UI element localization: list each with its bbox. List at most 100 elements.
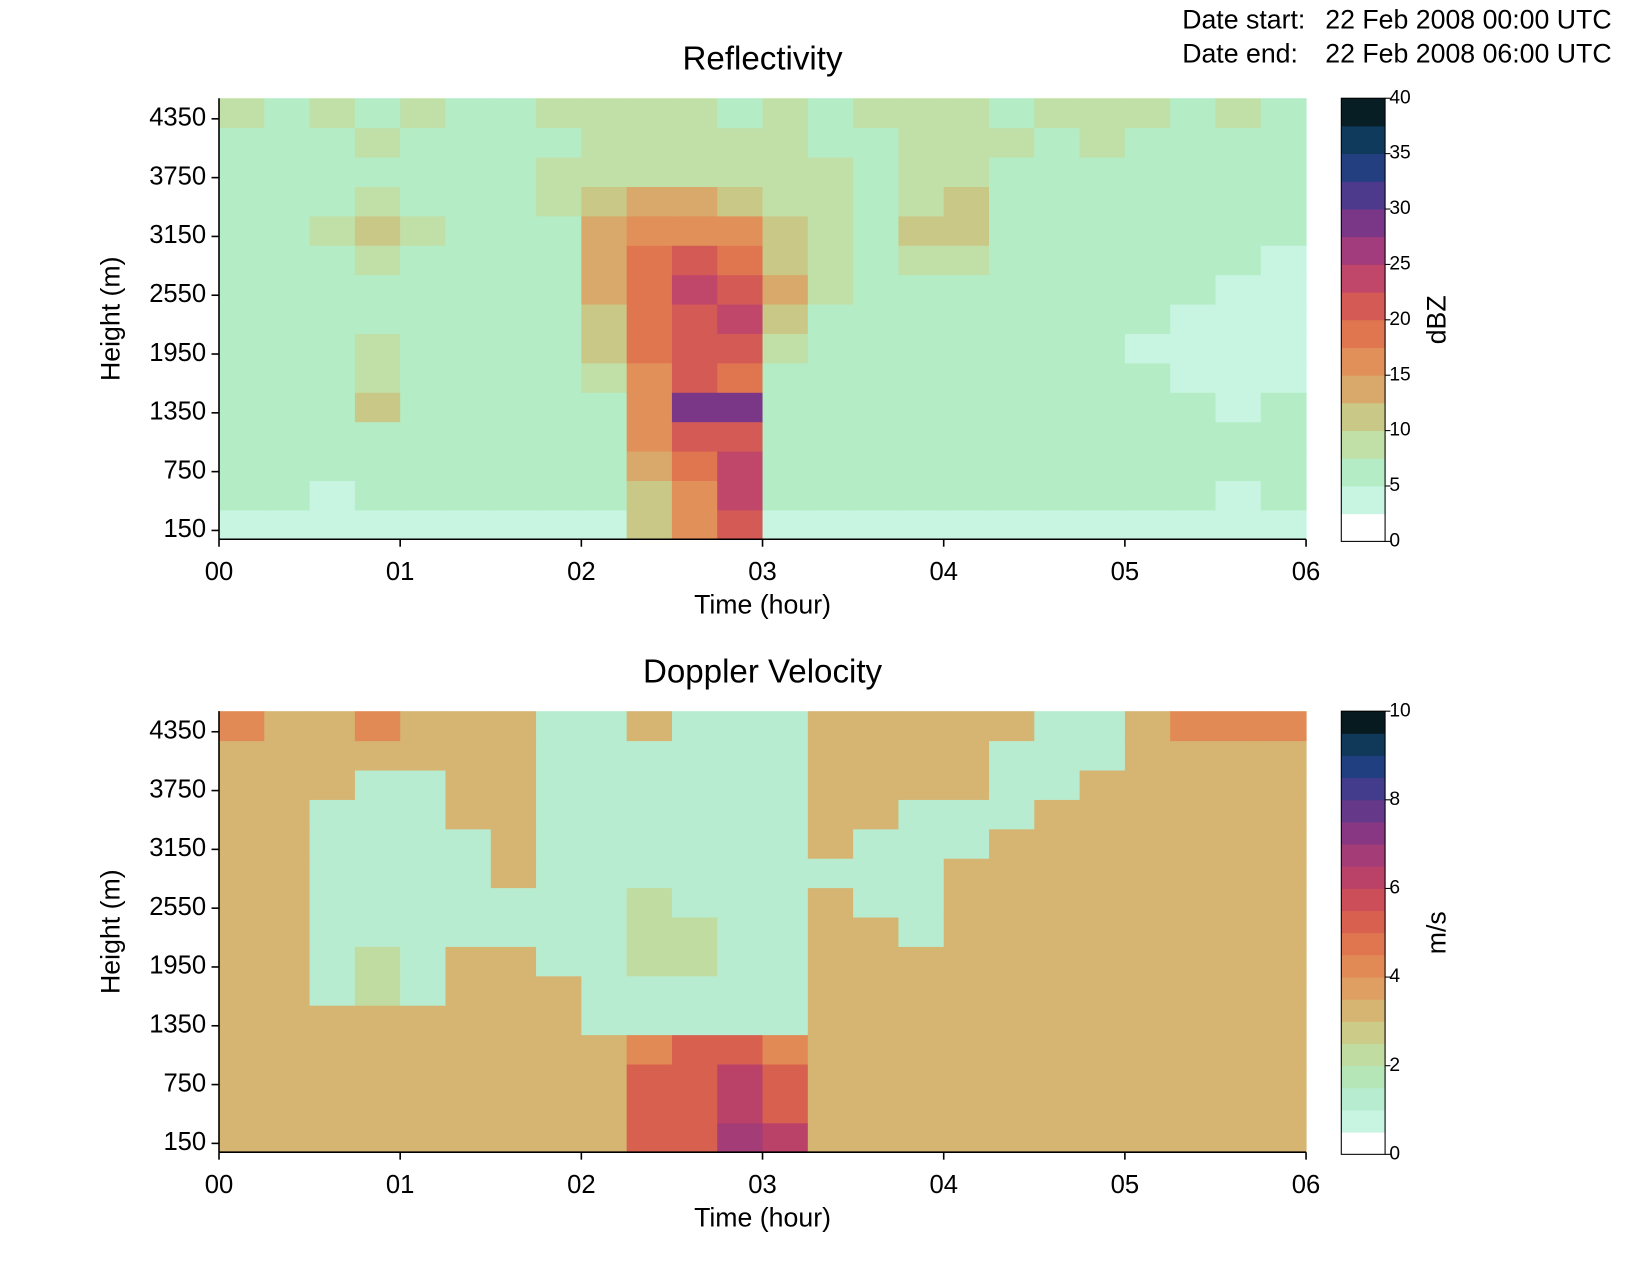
heat-cell bbox=[219, 799, 265, 830]
heat-cell bbox=[309, 186, 356, 217]
heat-cell bbox=[989, 421, 1035, 452]
heat-cell bbox=[943, 451, 990, 481]
heat-cell bbox=[1124, 1093, 1171, 1124]
heat-cell bbox=[762, 215, 809, 246]
y-axis-label: Height (m) bbox=[95, 256, 125, 381]
heat-cell bbox=[1215, 362, 1262, 393]
heat-cell bbox=[354, 1034, 401, 1065]
heat-cell bbox=[989, 186, 1035, 217]
heat-cell bbox=[1034, 480, 1081, 511]
heat-cell bbox=[309, 769, 356, 800]
heat-cell bbox=[898, 362, 945, 393]
heat-cell bbox=[354, 740, 401, 771]
heat-cell bbox=[943, 1122, 990, 1153]
heat-cell bbox=[1079, 421, 1126, 452]
heat-cell bbox=[400, 333, 447, 364]
heat-cell bbox=[989, 509, 1035, 540]
heat-cell bbox=[1079, 157, 1126, 187]
heat-cell bbox=[445, 451, 492, 481]
heat-cell bbox=[445, 186, 492, 217]
heat-cell bbox=[536, 1122, 582, 1153]
colorbar-swatch bbox=[1341, 98, 1386, 127]
heat-cell bbox=[581, 98, 628, 129]
colorbar-swatch bbox=[1341, 932, 1386, 956]
heat-cell bbox=[1215, 451, 1262, 481]
heat-cell bbox=[762, 828, 809, 859]
heat-cell bbox=[1260, 186, 1307, 217]
heat-cell bbox=[853, 333, 899, 364]
heat-cell bbox=[807, 509, 854, 540]
colorbar-tick-label: 5 bbox=[1389, 475, 1400, 496]
heat-cell bbox=[762, 887, 809, 918]
heat-cell bbox=[581, 1005, 628, 1036]
colorbar-swatch bbox=[1341, 733, 1386, 756]
heat-cell bbox=[490, 98, 537, 129]
heat-cell bbox=[1260, 245, 1307, 276]
x-tick-label: 01 bbox=[386, 1171, 415, 1199]
heat-cell bbox=[490, 451, 537, 481]
heat-cell bbox=[807, 1093, 854, 1124]
y-tick-label: 750 bbox=[163, 1069, 206, 1097]
heat-cell bbox=[762, 509, 809, 540]
heat-cell bbox=[264, 215, 311, 246]
heat-cell bbox=[490, 274, 537, 305]
heat-cell bbox=[581, 274, 628, 305]
heat-cell bbox=[671, 480, 718, 511]
x-tick-label: 03 bbox=[748, 558, 777, 586]
heat-cell bbox=[717, 186, 764, 217]
heat-cell bbox=[309, 421, 356, 452]
heat-cell bbox=[1079, 274, 1126, 305]
heat-cell bbox=[671, 362, 718, 393]
heat-cell bbox=[581, 451, 628, 481]
heat-cell bbox=[536, 887, 582, 918]
heat-cell bbox=[671, 509, 718, 540]
heat-cell bbox=[581, 245, 628, 276]
heat-cell bbox=[309, 916, 356, 947]
heat-cell bbox=[1260, 274, 1307, 305]
heat-cell bbox=[1034, 740, 1081, 771]
heat-cell bbox=[807, 451, 854, 481]
heat-cell bbox=[1124, 451, 1171, 481]
heat-cell bbox=[1260, 711, 1307, 742]
heat-cell bbox=[671, 946, 718, 977]
heat-cell bbox=[717, 480, 764, 511]
heat-cell bbox=[853, 916, 899, 947]
heat-cell bbox=[1215, 186, 1262, 217]
heat-cell bbox=[853, 245, 899, 276]
heat-cell bbox=[1034, 1063, 1081, 1094]
heat-cell bbox=[671, 769, 718, 800]
colorbar-tick-label: 10 bbox=[1389, 420, 1410, 441]
heat-cell bbox=[626, 127, 673, 158]
heat-cell bbox=[490, 333, 537, 364]
heat-cell bbox=[445, 333, 492, 364]
heat-cell bbox=[671, 157, 718, 187]
heat-cell bbox=[626, 769, 673, 800]
heat-cell bbox=[354, 392, 401, 423]
heat-cell bbox=[581, 480, 628, 511]
heat-cell bbox=[581, 1034, 628, 1065]
heat-cell bbox=[626, 799, 673, 830]
heat-cell bbox=[807, 157, 854, 187]
colorbar-tick-label: 8 bbox=[1389, 789, 1400, 810]
heat-cell bbox=[989, 740, 1035, 771]
heat-cell bbox=[1215, 740, 1262, 771]
heat-cell bbox=[943, 245, 990, 276]
heat-cell bbox=[1079, 451, 1126, 481]
heat-cell bbox=[400, 480, 447, 511]
heat-cell bbox=[219, 157, 265, 187]
colorbar-tick-label: 10 bbox=[1389, 700, 1410, 721]
heat-cell bbox=[1215, 946, 1262, 977]
heat-cell bbox=[219, 362, 265, 393]
heat-cell bbox=[898, 274, 945, 305]
heat-cell bbox=[490, 157, 537, 187]
heat-cell bbox=[626, 509, 673, 540]
heat-cell bbox=[626, 1034, 673, 1065]
heat-cell bbox=[309, 245, 356, 276]
heat-cell bbox=[717, 304, 764, 334]
heat-cell bbox=[219, 1005, 265, 1036]
heat-cell bbox=[717, 157, 764, 187]
heat-cell bbox=[1079, 1034, 1126, 1065]
heat-cell bbox=[400, 509, 447, 540]
heat-cell bbox=[1124, 480, 1171, 511]
colorbar-tick-label: 6 bbox=[1389, 878, 1400, 899]
